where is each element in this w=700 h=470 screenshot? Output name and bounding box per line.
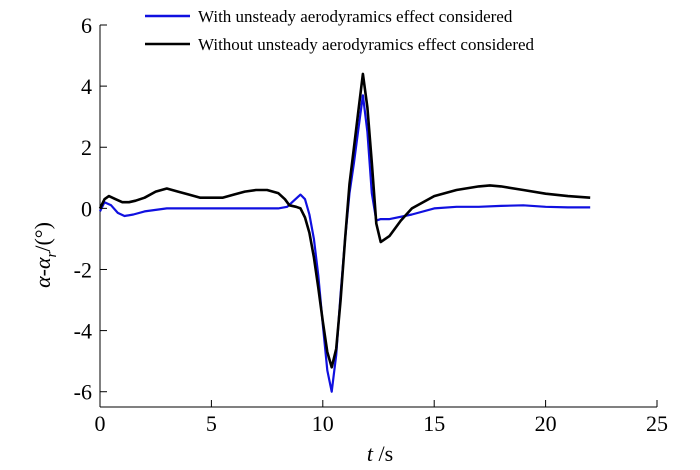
series-layer [98, 72, 591, 393]
y-tick-label: -2 [74, 257, 92, 282]
y-axis-ticks: -6 -4 -2 0 2 4 6 [74, 13, 107, 405]
legend-label-1: With unsteady aerodyramics effect consid… [198, 7, 513, 26]
x-axis-label: t /s [367, 441, 393, 466]
x-tick-label: 5 [206, 411, 217, 436]
x-tick-label: 20 [535, 411, 557, 436]
y-tick-label: -6 [74, 380, 92, 405]
x-axis-ticks: 0 5 10 15 20 25 [95, 400, 668, 436]
legend-label-2: Without unsteady aerodyramics effect con… [198, 35, 535, 54]
y-tick-label: 6 [81, 13, 92, 38]
series-line-2 [98, 72, 591, 369]
x-tick-label: 10 [312, 411, 334, 436]
y-tick-label: 2 [81, 135, 92, 160]
plot-frame [99, 25, 657, 408]
x-tick-label: 25 [646, 411, 668, 436]
legend: With unsteady aerodyramics effect consid… [145, 7, 535, 54]
y-axis-label: α-αr/(°) [30, 222, 60, 288]
y-tick-label: 4 [81, 74, 92, 99]
y-axis-label-subscript: r [44, 251, 60, 257]
y-tick-label: -4 [74, 319, 92, 344]
x-tick-label: 15 [423, 411, 445, 436]
x-tick-label: 0 [95, 411, 106, 436]
series-line-1 [99, 94, 591, 393]
y-tick-label: 0 [81, 196, 92, 221]
